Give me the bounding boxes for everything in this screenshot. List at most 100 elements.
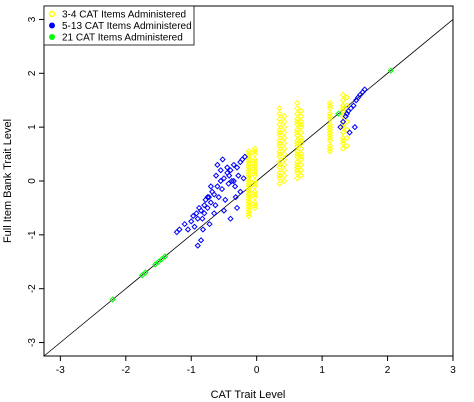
point-5-13-items <box>199 215 206 222</box>
point-5-13-items <box>215 194 222 201</box>
point-5-13-items <box>214 183 221 190</box>
point-3-4-items <box>281 134 288 142</box>
point-3-4-items <box>298 113 305 120</box>
point-3-4-items <box>339 91 347 98</box>
x-tick-label: 1 <box>319 365 325 376</box>
point-5-13-items <box>230 177 237 185</box>
point-3-4-items <box>298 145 305 152</box>
point-3-4-items <box>294 105 301 112</box>
point-5-13-items <box>353 97 360 104</box>
point-5-13-items <box>194 242 201 249</box>
x-axis: -3 -2 -1 0 1 2 3 <box>56 356 456 376</box>
point-3-4-items <box>245 194 252 201</box>
point-5-13-items <box>222 196 229 203</box>
point-5-13-items <box>224 164 231 171</box>
point-5-13-items <box>350 102 357 109</box>
point-3-4-items <box>298 129 305 136</box>
y-tick-label: -2 <box>27 284 38 293</box>
point-21-items <box>387 67 394 74</box>
point-5-13-items <box>209 188 216 195</box>
y-tick-label: 3 <box>27 16 38 22</box>
point-5-13-items <box>224 169 231 177</box>
legend-marker-green <box>49 34 55 40</box>
point-3-4-items <box>245 183 252 190</box>
point-5-13-items <box>240 175 247 182</box>
point-21-items <box>161 253 169 260</box>
point-3-4-items <box>276 180 283 187</box>
point-3-4-items <box>281 150 288 158</box>
legend-label-5-13: 5-13 CAT Items Administered <box>62 21 192 32</box>
point-5-13-items <box>193 210 200 217</box>
point-5-13-items <box>201 210 208 217</box>
point-3-4-items <box>294 110 301 117</box>
y-axis: -3 -2 -1 0 1 2 3 <box>27 16 44 347</box>
point-5-13-items <box>207 183 214 190</box>
point-5-13-items <box>197 237 205 244</box>
point-3-4-items <box>245 204 252 212</box>
point-3-4-items <box>326 124 334 131</box>
point-21-items <box>139 272 146 279</box>
point-21-items <box>335 110 342 117</box>
x-tick-label: -3 <box>56 365 65 376</box>
point-5-13-items <box>207 199 214 206</box>
point-3-4-items <box>326 134 334 142</box>
x-tick-label: 2 <box>385 365 391 376</box>
point-3-4-items <box>276 105 283 112</box>
point-3-4-items <box>343 102 351 109</box>
point-3-4-items <box>281 134 288 142</box>
point-3-4-items <box>339 145 347 152</box>
y-axis-title: Full Item Bank Trait Level <box>2 119 14 243</box>
point-5-13-items <box>201 202 208 209</box>
point-5-13-items <box>351 124 358 131</box>
point-3-4-items <box>281 156 288 163</box>
point-5-13-items <box>235 172 242 179</box>
point-5-13-items <box>188 218 195 225</box>
point-3-4-items <box>343 142 351 150</box>
point-3-4-items <box>298 153 305 160</box>
point-3-4-items <box>326 145 334 152</box>
point-21-items <box>142 269 149 276</box>
point-3-4-items <box>343 94 351 101</box>
point-3-4-items <box>281 118 288 125</box>
point-5-13-items <box>230 161 237 168</box>
point-3-4-items <box>339 137 347 144</box>
point-3-4-items <box>298 161 305 168</box>
point-5-13-items <box>176 226 183 233</box>
point-5-13-items <box>219 156 226 163</box>
point-5-13-items <box>181 220 188 228</box>
point-3-4-items <box>298 172 305 179</box>
y-tick-label: -1 <box>27 230 38 239</box>
point-3-4-items <box>276 110 283 117</box>
point-3-4-items <box>294 140 301 147</box>
point-3-4-items <box>245 210 252 217</box>
point-5-13-items <box>359 89 366 96</box>
point-3-4-items <box>251 148 258 155</box>
point-3-4-items <box>251 202 258 209</box>
point-3-4-items <box>245 150 252 158</box>
point-3-4-items <box>245 177 252 185</box>
y-tick-label: 0 <box>27 178 38 184</box>
point-5-13-items <box>343 110 351 117</box>
point-5-13-items <box>218 185 226 193</box>
point-3-4-items <box>294 161 301 168</box>
point-3-4-items <box>245 199 252 206</box>
point-3-4-items <box>294 167 301 174</box>
point-3-4-items <box>281 177 288 185</box>
point-5-13-items <box>225 180 232 187</box>
point-3-4-items <box>251 169 258 177</box>
point-3-4-items <box>245 161 252 168</box>
point-3-4-items <box>326 102 334 109</box>
point-3-4-items <box>298 107 305 115</box>
point-5-13-items <box>227 215 234 222</box>
point-5-13-items <box>190 212 197 220</box>
point-5-13-items <box>233 164 241 171</box>
point-3-4-items <box>298 137 305 144</box>
point-5-13-items <box>233 204 241 212</box>
point-3-4-items <box>281 113 288 120</box>
point-3-4-items <box>294 129 301 136</box>
point-3-4-items <box>339 105 347 112</box>
point-3-4-items <box>339 113 347 120</box>
point-3-4-items <box>281 167 288 174</box>
point-3-4-items <box>339 97 347 104</box>
